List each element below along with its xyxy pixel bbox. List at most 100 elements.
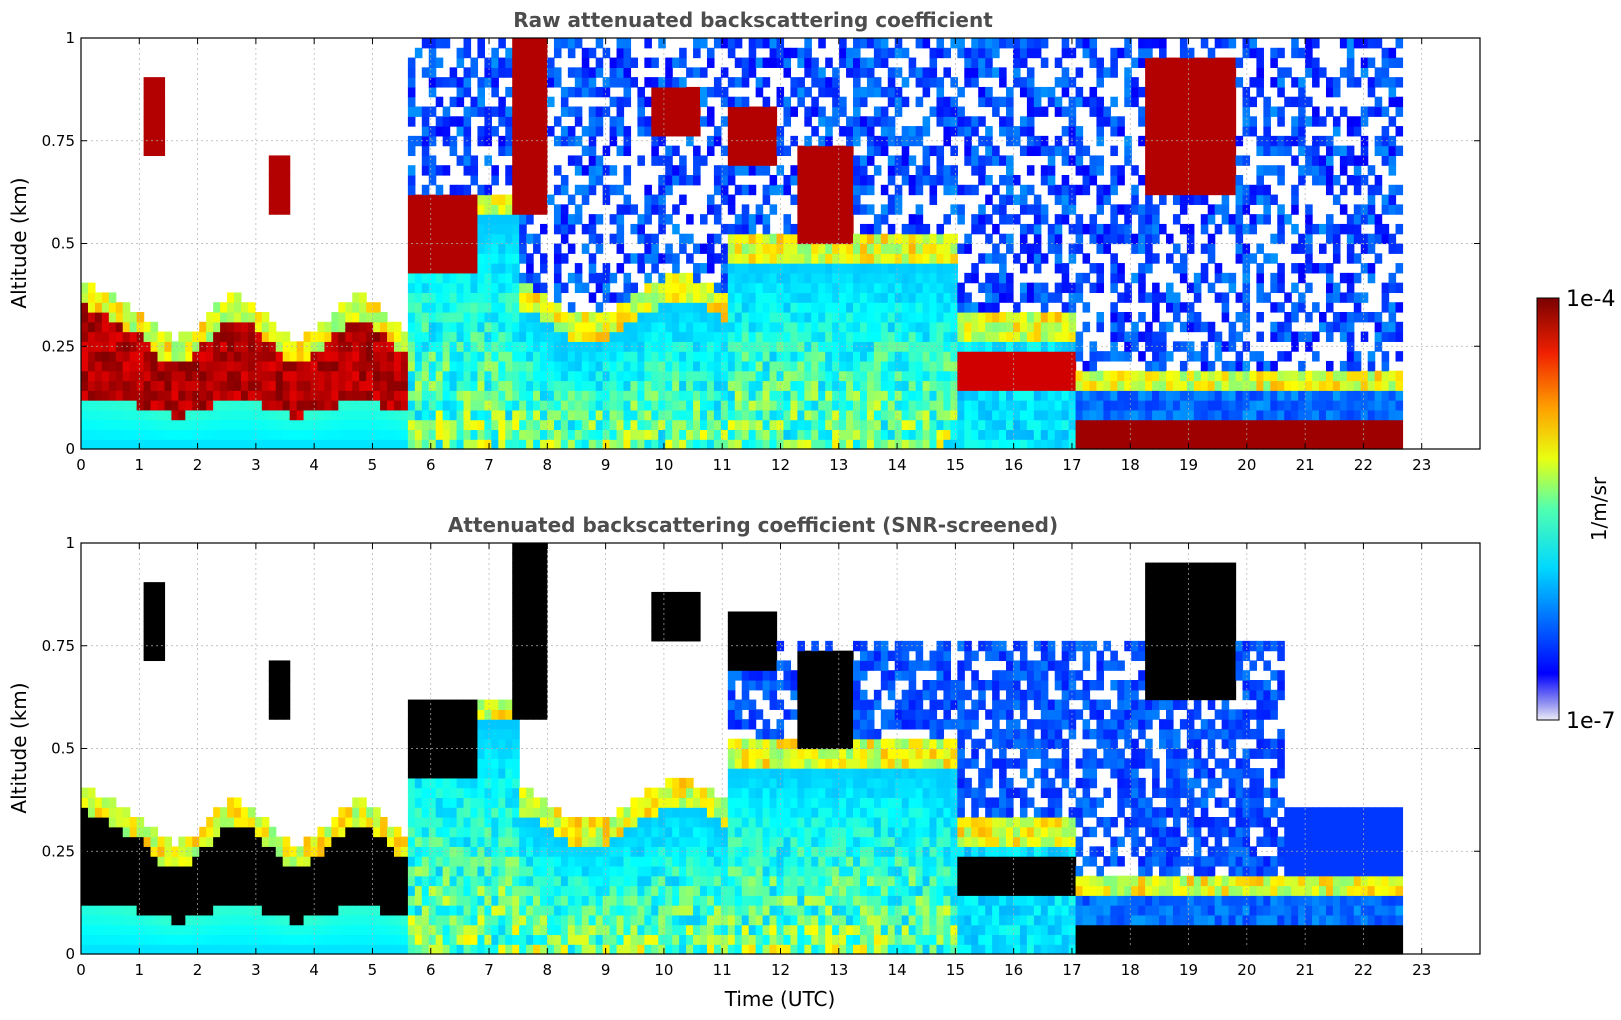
heatmap-cell <box>567 86 576 98</box>
heatmap-cell <box>540 145 548 157</box>
heatmap-cell <box>1110 165 1118 176</box>
heatmap-cell <box>1339 204 1348 215</box>
heatmap-cell <box>463 370 472 382</box>
heatmap-cell <box>407 292 416 303</box>
heatmap-cell <box>81 302 89 313</box>
heatmap-cell <box>908 312 917 323</box>
heatmap-cell <box>818 194 826 205</box>
heatmap-cell <box>227 341 235 352</box>
heatmap-cell <box>275 390 284 401</box>
heatmap-cell <box>1256 263 1264 274</box>
heatmap-cell <box>762 126 771 137</box>
heatmap-cell <box>894 282 903 294</box>
heatmap-cell <box>484 370 492 382</box>
heatmap-cell <box>213 312 221 323</box>
heatmap-cell <box>623 380 632 391</box>
heatmap-cell <box>1172 194 1181 205</box>
heatmap-cell <box>240 390 249 401</box>
heatmap-cell <box>999 409 1007 421</box>
heatmap-cell <box>1221 409 1230 421</box>
heatmap-cell <box>1263 194 1271 205</box>
heatmap-cell <box>866 86 875 98</box>
heatmap-cell <box>894 312 903 323</box>
heatmap-cell <box>1235 380 1244 391</box>
heatmap-cell <box>588 165 597 176</box>
heatmap-cell <box>456 253 465 264</box>
heatmap-cell <box>1221 214 1230 225</box>
heatmap-cell <box>1214 165 1223 176</box>
heatmap-cell <box>887 312 896 323</box>
heatmap-cell <box>1012 331 1021 342</box>
heatmap-cell <box>859 184 868 196</box>
heatmap-cell <box>1277 302 1285 313</box>
heatmap-cell <box>1332 292 1341 303</box>
heatmap-cell <box>700 116 708 127</box>
heatmap-cell <box>1221 400 1230 411</box>
heatmap-cell <box>1096 321 1105 333</box>
heatmap-cell <box>1263 204 1271 215</box>
heatmap-cell <box>331 439 339 450</box>
heatmap-cell <box>825 194 833 205</box>
heatmap-cell <box>908 321 917 333</box>
heatmap-cell <box>588 77 597 88</box>
heatmap-cell <box>1277 67 1285 78</box>
heatmap-cell <box>129 331 138 342</box>
heatmap-cell <box>1312 263 1320 274</box>
heatmap-cell <box>880 204 889 215</box>
heatmap-cell <box>150 96 159 108</box>
heatmap-cell <box>1040 321 1049 333</box>
heatmap-cell <box>651 204 659 215</box>
heatmap-cell <box>985 67 993 78</box>
heatmap-cell <box>901 47 910 59</box>
heatmap-cell <box>727 419 736 431</box>
heatmap-cell <box>519 390 527 401</box>
heatmap-cell <box>1068 77 1077 88</box>
heatmap-cell <box>546 439 555 450</box>
heatmap-cell <box>268 419 277 431</box>
heatmap-cell <box>317 390 326 401</box>
heatmap-cell <box>143 429 152 440</box>
heatmap-cell <box>526 439 534 450</box>
heatmap-cell <box>1270 409 1278 421</box>
heatmap-cell <box>755 341 764 352</box>
heatmap-cell <box>978 165 986 176</box>
heatmap-cell <box>866 302 875 313</box>
heatmap-cell <box>866 126 875 137</box>
heatmap-cell <box>978 380 986 391</box>
heatmap-cell <box>769 302 778 313</box>
heatmap-cell <box>1256 86 1264 98</box>
heatmap-cell <box>484 390 492 401</box>
heatmap-cell <box>783 272 792 284</box>
heatmap-cell <box>178 409 186 421</box>
heatmap-cell <box>1346 67 1355 78</box>
heatmap-cell <box>811 302 819 313</box>
heatmap-cell <box>1193 370 1202 382</box>
heatmap-cell <box>1075 155 1084 166</box>
heatmap-cell <box>1207 419 1216 431</box>
heatmap-cell <box>873 243 882 254</box>
heatmap-cell <box>873 419 882 431</box>
heatmap-cell <box>811 292 819 303</box>
heatmap-cell <box>978 419 986 431</box>
heatmap-cell <box>317 400 326 411</box>
heatmap-cell <box>157 429 166 440</box>
heatmap-cell <box>470 223 479 235</box>
heatmap-cell <box>1131 204 1139 215</box>
heatmap-cell <box>1068 400 1077 411</box>
heatmap-cell <box>553 419 562 431</box>
heatmap-cell <box>1033 351 1042 362</box>
heatmap-cell <box>971 331 979 342</box>
heatmap-cell <box>1305 214 1313 225</box>
heatmap-cell <box>1012 370 1021 382</box>
heatmap-cell <box>1200 214 1209 225</box>
heatmap-cell <box>839 165 847 176</box>
heatmap-cell <box>839 184 847 196</box>
heatmap-cell <box>567 360 576 372</box>
heatmap-cell <box>150 331 159 342</box>
heatmap-cell <box>936 106 945 117</box>
heatmap-cell <box>915 272 924 284</box>
heatmap-cell <box>366 302 374 313</box>
heatmap-cell <box>971 419 979 431</box>
heatmap-cell <box>567 223 576 235</box>
heatmap-cell <box>818 429 826 440</box>
